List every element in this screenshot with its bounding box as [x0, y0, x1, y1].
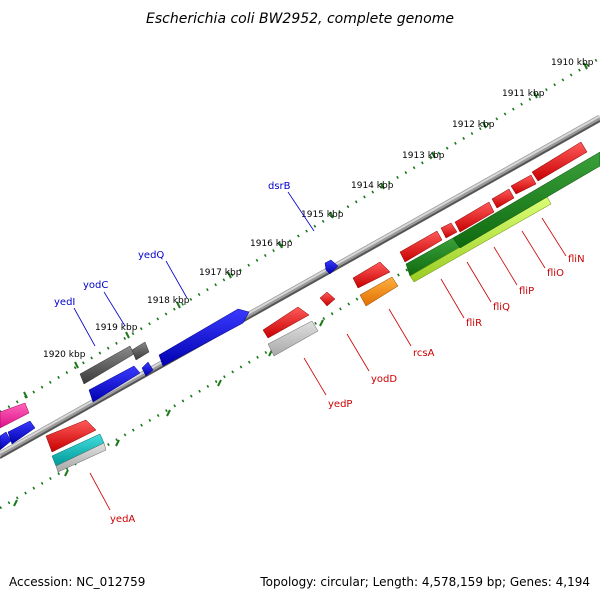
- gene-yedQ: [158, 308, 250, 367]
- scale-label: 1917 kbp: [199, 268, 242, 278]
- gene-label-fliN: fliN: [568, 254, 585, 265]
- gene-label-yedA: yedA: [110, 514, 135, 525]
- reverse-leaders: [89, 217, 567, 511]
- gene-fliR: [399, 230, 443, 263]
- gene-pink-left: [0, 402, 30, 429]
- gene-fliP: [454, 201, 495, 233]
- gene-label-fliO: fliO: [547, 268, 564, 279]
- scale-label: 1912 kbp: [452, 120, 495, 130]
- gene-label-fliQ: fliQ: [493, 302, 510, 313]
- scale-label: 1915 kbp: [301, 210, 344, 220]
- gene-blue-left-2: [7, 420, 36, 445]
- gene-yodC: [131, 341, 150, 361]
- gene-blue-small-1: [88, 365, 141, 403]
- scale-label: 1910 kbp: [551, 58, 594, 68]
- gene-label-yedP: yedP: [328, 399, 352, 410]
- gene-yedP-gray: [267, 320, 319, 357]
- gene-blue-small-2: [141, 361, 154, 377]
- gene-yedA: [45, 419, 97, 453]
- gene-dsrB: [324, 259, 339, 275]
- gene-fliO: [491, 188, 515, 209]
- gene-label-yodC: yodC: [83, 280, 108, 291]
- reverse-genes: [45, 141, 600, 473]
- scale-label: 1919 kbp: [95, 323, 138, 333]
- gene-yedP: [262, 306, 310, 339]
- gene-green-band-2: [452, 151, 600, 249]
- outer-scale-track: [0, 56, 600, 414]
- scale-label: 1911 kbp: [502, 89, 545, 99]
- gene-rcsA: [359, 276, 399, 307]
- scale-label: 1920 kbp: [43, 350, 86, 360]
- gene-yodD: [352, 261, 391, 289]
- forward-genes: [0, 259, 339, 451]
- forward-labels: dsrB yedQ yodC yedI: [54, 181, 291, 308]
- scale-labels: 1910 kbp 1911 kbp 1912 kbp 1913 kbp 1914…: [43, 58, 594, 360]
- gene-label-rcsA: rcsA: [413, 348, 435, 359]
- gene-label-dsrB: dsrB: [268, 181, 291, 192]
- gene-label-fliP: fliP: [519, 286, 534, 297]
- genome-summary-text: Topology: circular; Length: 4,578,159 bp…: [259, 575, 590, 589]
- gene-label-yedI: yedI: [54, 297, 75, 308]
- gene-label-yedQ: yedQ: [138, 250, 164, 261]
- scale-label: 1913 kbp: [402, 151, 445, 161]
- gene-fliN: [510, 174, 537, 195]
- gene-red-small: [319, 291, 336, 307]
- gene-label-yodD: yodD: [371, 374, 397, 385]
- forward-leaders: [73, 191, 315, 347]
- accession-text: Accession: NC_012759: [9, 575, 145, 589]
- scale-label: 1918 kbp: [147, 296, 190, 306]
- gene-label-fliR: fliR: [466, 318, 482, 329]
- gene-fliQ: [440, 222, 458, 239]
- map-title: Escherichia coli BW2952, complete genome: [146, 11, 454, 27]
- gene-yedA-gray: [55, 442, 107, 473]
- scale-label: 1916 kbp: [250, 239, 293, 249]
- reverse-labels: yedA yedP yodD rcsA fliR fliQ fliP fliO …: [110, 254, 585, 525]
- scale-label: 1914 kbp: [351, 181, 394, 191]
- gene-fliM: [531, 141, 588, 182]
- outer-major-ticks: [23, 62, 588, 399]
